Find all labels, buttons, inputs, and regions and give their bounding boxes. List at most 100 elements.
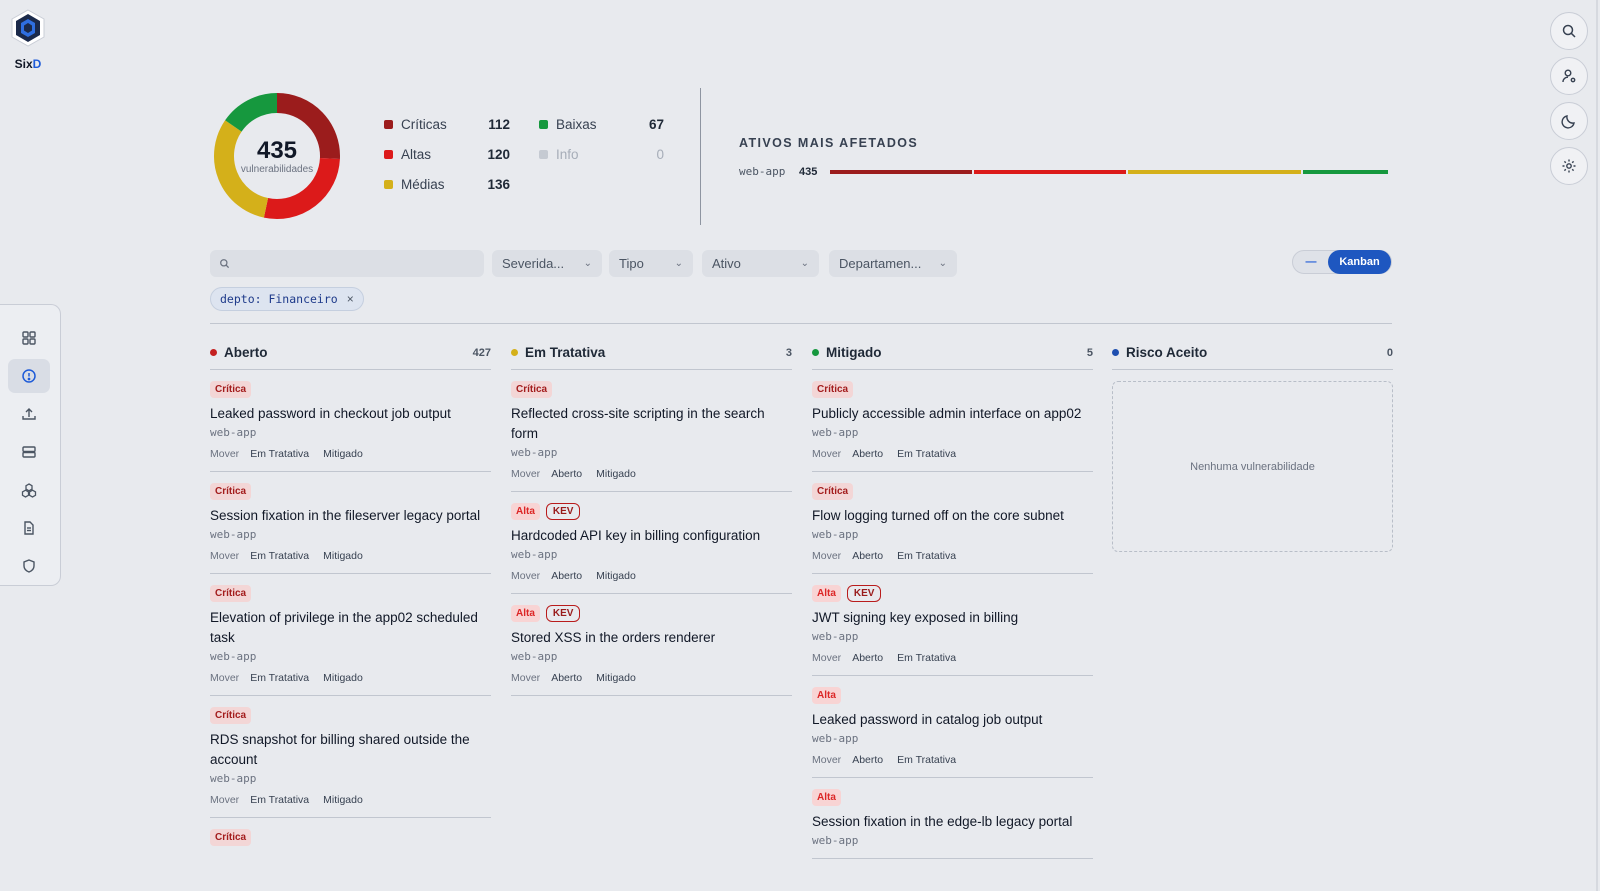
vulnerability-card[interactable]: Alta KEV Stored XSS in the orders renderer… <box>511 594 792 696</box>
card-asset: web-app <box>210 650 257 663</box>
legend-baixas[interactable]: Baixas 67 <box>539 117 664 132</box>
move-to-button[interactable]: Mitigado <box>596 468 636 480</box>
nav-policies[interactable] <box>8 549 50 583</box>
search-icon <box>220 259 230 269</box>
nav-upload[interactable] <box>8 397 50 431</box>
type-filter[interactable]: Tipo ⌄ <box>609 250 693 277</box>
move-to-button[interactable]: Em Tratativa <box>250 448 310 460</box>
card-title[interactable]: Leaked password in catalog job output <box>812 712 1043 727</box>
donut-slice-médias[interactable] <box>214 120 269 218</box>
severity-badge: Alta <box>511 605 540 622</box>
card-move-actions: Mover Aberto Em Tratativa <box>812 754 1093 766</box>
scrollbar[interactable] <box>1596 0 1598 891</box>
move-to-button[interactable]: Em Tratativa <box>897 652 957 664</box>
status-dot <box>210 349 217 356</box>
card-title[interactable]: Stored XSS in the orders renderer <box>511 630 716 645</box>
legend-info[interactable]: Info 0 <box>539 147 664 162</box>
move-to-button[interactable]: Mitigado <box>323 672 363 684</box>
vulnerability-card[interactable]: Crítica Elevation of privilege in the app… <box>210 574 491 696</box>
asset-bar-segment-low <box>1302 170 1388 174</box>
user-settings-button[interactable] <box>1550 57 1588 95</box>
nav-reports[interactable] <box>8 511 50 545</box>
move-to-button[interactable]: Em Tratativa <box>250 794 310 806</box>
card-title[interactable]: Session fixation in the edge-lb legacy p… <box>812 814 1073 829</box>
settings-button[interactable] <box>1550 147 1588 185</box>
move-to-button[interactable]: Aberto <box>852 754 884 766</box>
move-to-button[interactable]: Em Tratativa <box>897 754 957 766</box>
kanban-view-option[interactable]: Kanban <box>1328 250 1391 274</box>
card-title[interactable]: Session fixation in the fileserver legac… <box>210 508 481 523</box>
vulnerability-card[interactable]: Alta KEV Hardcoded API key in billing conf… <box>511 492 792 594</box>
view-toggle[interactable]: — Kanban <box>1292 250 1392 274</box>
move-to-button[interactable]: Mitigado <box>323 794 363 806</box>
vulnerability-card[interactable]: Alta Leaked password in catalog job outpu… <box>812 676 1093 778</box>
donut-slice-críticas[interactable] <box>276 93 340 159</box>
move-to-button[interactable]: Em Tratativa <box>897 550 957 562</box>
app-logo[interactable]: SixD <box>8 8 48 71</box>
card-title[interactable]: Publicly accessible admin interface on a… <box>812 406 1082 421</box>
vulnerability-card[interactable]: Crítica Leaked password in checkout job o… <box>210 370 491 472</box>
theme-toggle-button[interactable] <box>1550 102 1588 140</box>
move-to-button[interactable]: Aberto <box>551 468 583 480</box>
status-dot <box>1112 349 1119 356</box>
card-move-actions: Mover Em Tratativa Mitigado <box>210 550 491 562</box>
move-to-button[interactable]: Mitigado <box>323 550 363 562</box>
column-title: Risco Aceito <box>1112 345 1207 360</box>
card-asset: web-app <box>210 426 257 439</box>
legend-medias[interactable]: Médias 136 <box>384 177 510 192</box>
nav-vulnerabilities[interactable] <box>8 359 50 393</box>
card-title[interactable]: RDS snapshot for billing shared outside … <box>210 732 470 767</box>
column-count: 3 <box>785 346 792 359</box>
card-title[interactable]: Reflected cross-site scripting in the se… <box>511 406 765 441</box>
donut-slice-baixas[interactable] <box>225 93 278 133</box>
move-to-button[interactable]: Mitigado <box>596 570 636 582</box>
vulnerability-card[interactable]: Crítica Session fixation in the fileserve… <box>210 472 491 574</box>
vulnerability-card[interactable]: Crítica <box>210 818 491 863</box>
card-title[interactable]: JWT signing key exposed in billing <box>812 610 1019 625</box>
close-icon[interactable]: × <box>346 292 354 306</box>
legend-altas[interactable]: Altas 120 <box>384 147 510 162</box>
vulnerability-card[interactable]: Crítica RDS snapshot for billing shared o… <box>210 696 491 818</box>
kanban-column: Risco Aceito 0 Nenhuma vulnerabilidade <box>1112 339 1393 552</box>
severity-filter[interactable]: Severida... ⌄ <box>492 250 602 277</box>
search-input[interactable] <box>235 256 484 271</box>
vulnerability-card[interactable]: Crítica Flow logging turned off on the co… <box>812 472 1093 574</box>
move-to-button[interactable]: Em Tratativa <box>250 672 310 684</box>
donut-slice-altas[interactable] <box>263 157 340 219</box>
asset-bar-segment-medium <box>1128 170 1301 174</box>
side-nav <box>0 304 61 586</box>
move-to-button[interactable]: Em Tratativa <box>250 550 310 562</box>
move-to-button[interactable]: Aberto <box>852 448 884 460</box>
asset-bar-segment-high <box>974 170 1127 174</box>
move-to-button[interactable]: Mitigado <box>596 672 636 684</box>
move-to-button[interactable]: Aberto <box>852 652 884 664</box>
nav-integrations[interactable] <box>8 473 50 507</box>
column-header: Aberto 427 <box>210 339 491 370</box>
search-box[interactable] <box>210 250 484 277</box>
move-label: Mover <box>210 448 240 460</box>
legend-criticas[interactable]: Críticas 112 <box>384 117 510 132</box>
card-title[interactable]: Elevation of privilege in the app02 sche… <box>210 610 478 645</box>
move-to-button[interactable]: Aberto <box>551 672 583 684</box>
nav-dashboard[interactable] <box>8 321 50 355</box>
list-view-option[interactable]: — <box>1305 256 1317 268</box>
asset-row[interactable]: web-app 435 <box>739 165 1388 178</box>
search-button[interactable] <box>1550 12 1588 50</box>
vulnerability-card[interactable]: Alta Session fixation in the edge-lb lega… <box>812 778 1093 859</box>
asset-filter[interactable]: Ativo ⌄ <box>702 250 819 277</box>
move-to-button[interactable]: Mitigado <box>323 448 363 460</box>
move-to-button[interactable]: Aberto <box>852 550 884 562</box>
department-filter[interactable]: Departamen... ⌄ <box>829 250 957 277</box>
card-title[interactable]: Hardcoded API key in billing configurati… <box>511 528 761 543</box>
card-title[interactable]: Flow logging turned off on the core subn… <box>812 508 1064 523</box>
asset-severity-bar <box>830 170 1390 174</box>
active-filter-chip[interactable]: depto: Financeiro × <box>210 287 364 311</box>
vulnerability-card[interactable]: Crítica Reflected cross-site scripting in… <box>511 370 792 492</box>
card-badges: Crítica <box>210 585 491 602</box>
vulnerability-card[interactable]: Crítica Publicly accessible admin interfa… <box>812 370 1093 472</box>
vulnerability-card[interactable]: Alta KEV JWT signing key exposed in billin… <box>812 574 1093 676</box>
move-to-button[interactable]: Aberto <box>551 570 583 582</box>
nav-assets[interactable] <box>8 435 50 469</box>
move-to-button[interactable]: Em Tratativa <box>897 448 957 460</box>
card-title[interactable]: Leaked password in checkout job output <box>210 406 451 421</box>
